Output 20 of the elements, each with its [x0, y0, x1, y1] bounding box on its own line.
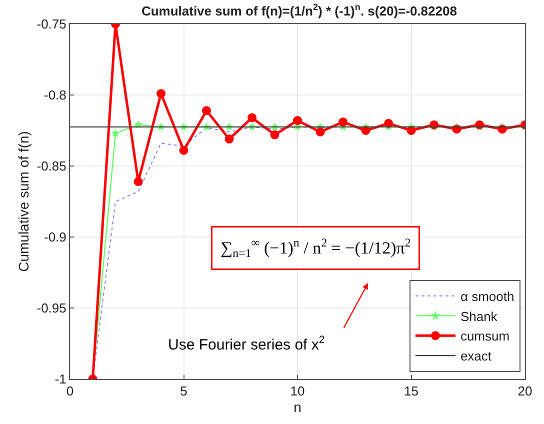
legend-label: α smooth — [460, 288, 514, 304]
x-tick-label: 20 — [518, 384, 532, 399]
y-tick-label: -0.85 — [36, 158, 66, 174]
y-tick-label: -0.8 — [44, 88, 66, 103]
chart-title: Cumulative sum of f(n)=(1/n$^{2}$) * (-1)$^{n}$. s(20)=-0.82208 — [141, 2, 457, 18]
y-tick-label: -1 — [54, 372, 66, 387]
x-tick-label: 10 — [290, 384, 305, 399]
y-tick-label: -0.75 — [36, 16, 66, 32]
legend-label: Shank — [460, 308, 498, 324]
legend-label: exact — [460, 348, 492, 364]
y-axis-title: Cumulative sum of f(n) — [15, 131, 32, 272]
text: ∑$_{n=1}$$^{∞}$ (−1)$^{n}$ / n$^{2}$ = −(1/12)π$^{2}$ — [220, 236, 411, 260]
x-tick-label: 0 — [66, 384, 74, 399]
y-tick-label: -0.95 — [36, 300, 66, 316]
x-tick-label: 15 — [404, 384, 418, 399]
y-tick-label: -0.9 — [44, 230, 66, 245]
x-axis-title: n — [294, 398, 302, 415]
x-tick-label: 5 — [180, 384, 188, 399]
legend-label: cumsum — [460, 328, 510, 344]
annotation: Use Fourier series of x$^{2}$ — [168, 334, 325, 354]
